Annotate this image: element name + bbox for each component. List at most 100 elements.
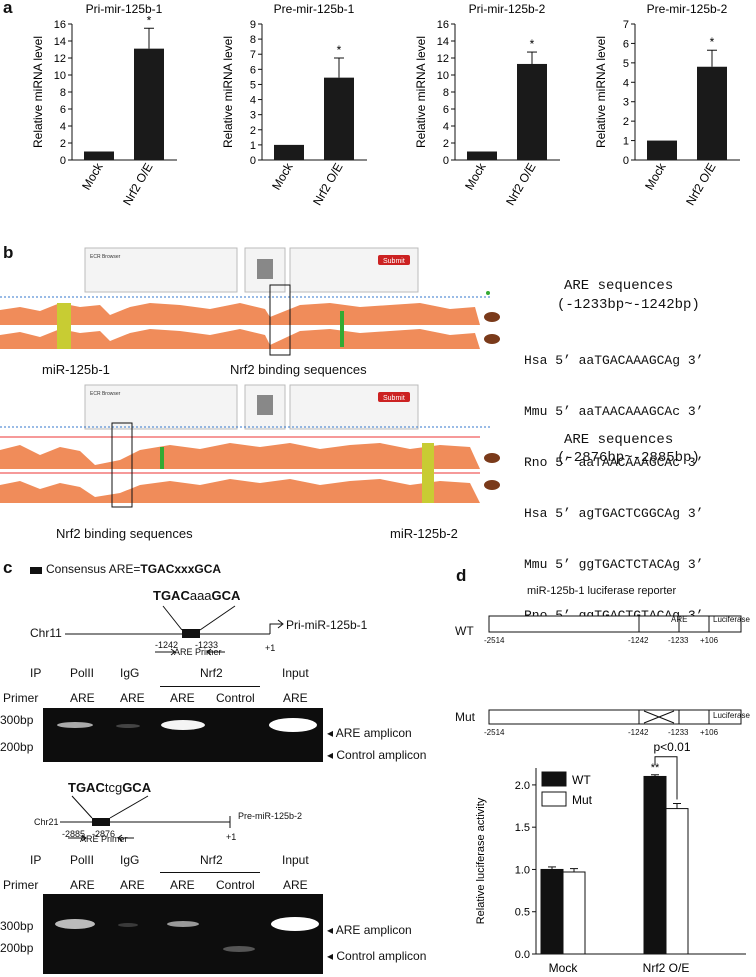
gene2-pos1: -2885 [62,829,86,839]
primer-1-3: ARE [170,691,195,705]
y-tick-label: 2 [250,125,256,137]
band2-igg [118,923,138,927]
d-pval-bracket [654,756,678,800]
y-tick-label: 1 [623,136,629,148]
primer-2-5: ARE [283,878,308,892]
ecr-coord-box-2 [289,384,419,430]
d-pval-label: p<0.01 [653,740,690,754]
sig-mark: * [530,37,535,51]
sig-mark: * [710,35,715,49]
panel-c-letter: c [3,558,13,577]
y-axis-label: Relative miRNA level [31,36,45,148]
primer-1-4: Control [216,691,255,705]
mut-pos-2514: -2514 [484,728,505,737]
green-mark-2 [160,447,164,469]
conservation-track-1b [0,329,480,349]
y-tick-label: 4 [60,121,66,133]
y-tick-label: 14 [437,36,449,48]
y-tick-label: 0 [623,155,629,167]
y-tick-label: 7 [250,49,256,61]
chart-a-title: Pri-mir-125b-1 [86,2,163,16]
panel-b-browser-tracks: ECR Browser Submit ECR Browser Submit [0,247,500,508]
mut-pos-1242: -1242 [628,728,649,737]
y-tick-label: 6 [60,104,66,116]
submit-label-1: Submit [383,258,405,265]
gel-1 [43,708,323,762]
submit-button-2[interactable] [378,392,410,402]
gene1-pos1: -1242 [155,640,179,650]
x-tick-label: Mock [462,160,489,193]
y-tick-label: 3 [623,97,629,109]
are-row: Hsa 5’ agTGACTCGGCAg 3’ [524,506,704,521]
reporter-title: miR-125b-1 luciferase reporter [527,585,677,597]
chart-a-title: Pre-mir-125b-1 [274,2,355,16]
amplicon-are-1: ◂ ARE amplicon [327,726,412,740]
primer-1-5: ARE [283,691,308,705]
x-tick-label: Nrf2 O/E [120,161,155,208]
gene1-target: Pri-miR-125b-1 [286,618,368,632]
binding-box-2 [111,422,133,508]
bar [697,66,727,160]
ip-label-2: IP [30,853,42,867]
motif2-pointer-left [71,795,93,819]
y-tick-label: 4 [443,121,449,133]
primer-fwd-head [170,648,176,656]
ladder-300-1: 300bp [0,713,34,727]
d-x-tick-label: Mock [549,961,579,975]
gene2-primer: ARE Primer [80,834,128,844]
bar [134,48,164,160]
y-tick-label: 16 [437,19,449,31]
green-mark-1 [340,311,344,347]
gene2-target: Pre-miR-125b-2 [238,811,303,821]
chart-a-4: Pre-mir-125b-2 0 1 2 3 4 5 6 7 Relative miRNA lev… [594,2,740,208]
label-mir125b2: miR-125b-2 [390,526,458,541]
conservation-track-2a [0,443,480,469]
label-nrf2-binding-1: Nrf2 binding sequences [230,362,367,377]
nrf2-underline-2 [160,872,260,873]
band-input [269,718,317,732]
tss-arrowhead [277,619,284,629]
y-tick-label: 6 [250,64,256,76]
submit-button-1[interactable] [378,255,410,265]
band2-input [271,917,319,931]
d-legend-swatch [541,791,567,807]
gene1-primer: ARE Primer [174,647,222,657]
mir-highlight-1 [57,303,71,349]
motif-pointer-left [162,605,183,631]
chart-a-title: Pri-mir-125b-2 [469,2,546,16]
band-igg [116,724,140,728]
mir-highlight-2 [422,443,434,503]
chart-a-1: Pri-mir-125b-1 0 2 4 6 8 10 12 14 16 Relative miRN… [31,2,177,208]
d-y-tick-label: 0.5 [515,907,530,919]
y-tick-label: 12 [54,53,66,65]
y-tick-label: 2 [443,138,449,150]
wt-pos-1242: -1242 [628,636,649,645]
x-tick-label: Mock [79,160,106,193]
primer-2-3: ARE [170,878,195,892]
panel-b-letter: b [3,243,14,262]
ip-igg-1: IgG [120,666,140,680]
mut-luc-box: Luciferase [713,711,750,720]
wt-promoter-box [488,615,742,633]
y-tick-label: 8 [250,34,256,46]
are-range-2: (-2876bp~-2885bp) [557,450,700,466]
x-tick-label: Mock [642,160,669,193]
d-bar [643,775,667,955]
band2-polII [55,919,95,929]
bar [324,77,354,160]
wt-pos-106: +106 [700,636,719,645]
y-tick-label: 0 [60,155,66,167]
species-dot-1 [486,291,490,295]
ip-polII-2: PolII [70,853,95,867]
y-tick-label: 6 [623,38,629,50]
y-tick-label: 2 [60,138,66,150]
band2-nrf2 [167,921,199,927]
bar [274,144,304,160]
tss-arrow [269,623,282,634]
label-nrf2-binding-2: Nrf2 binding sequences [56,526,193,541]
primer-rev-head [206,648,212,656]
d-y-tick-label: 0.0 [515,949,530,961]
consensus-legend-swatch [30,567,42,574]
y-tick-label: 10 [54,70,66,82]
d-legend-swatch [541,771,567,787]
